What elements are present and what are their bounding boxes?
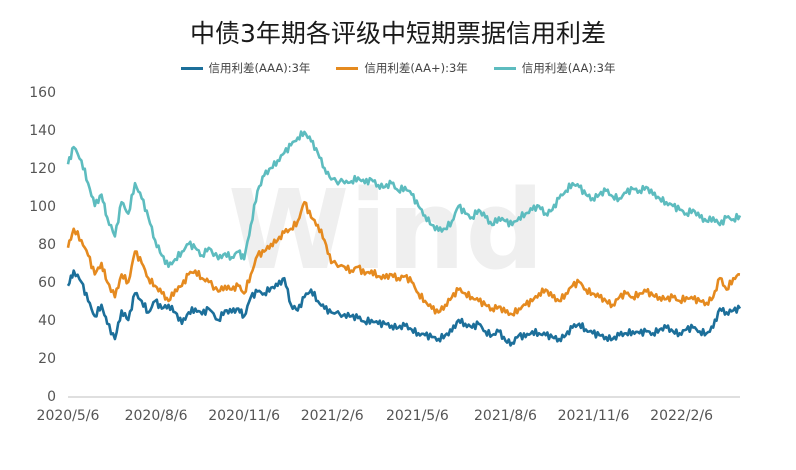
legend-item-aa: 信用利差(AA):3年 <box>493 60 616 76</box>
y-tick-label: 140 <box>29 123 56 139</box>
legend-label-aa: 信用利差(AA):3年 <box>521 61 616 75</box>
legend-swatch-aaa <box>180 66 203 70</box>
legend-swatch-aa-plus <box>336 66 359 70</box>
y-tick-label: 60 <box>38 275 56 291</box>
legend-label-aa-plus: 信用利差(AA+):3年 <box>364 61 468 75</box>
chart-legend: 信用利差(AAA):3年 信用利差(AA+):3年 信用利差(AA):3年 <box>0 60 796 76</box>
y-tick-label: 0 <box>47 389 56 405</box>
y-tick-label: 80 <box>38 237 56 253</box>
y-axis: 0 20 40 60 80 100 120 140 160 <box>29 85 56 405</box>
legend-swatch-aa <box>493 66 516 70</box>
y-tick-label: 20 <box>38 351 56 367</box>
y-tick-label: 40 <box>38 313 56 329</box>
x-tick-label: 2022/2/6 <box>650 408 713 424</box>
legend-item-aa-plus: 信用利差(AA+):3年 <box>336 60 468 76</box>
series-line-aaa <box>66 269 742 347</box>
legend-item-aaa: 信用利差(AAA):3年 <box>180 60 311 76</box>
x-tick-label: 2021/2/6 <box>301 408 364 424</box>
x-tick-label: 2021/11/6 <box>558 408 630 424</box>
x-tick-label: 2020/8/6 <box>125 408 188 424</box>
x-tick-label: 2020/5/6 <box>37 408 100 424</box>
x-tick-label: 2021/8/6 <box>474 408 537 424</box>
series-line-aa <box>66 130 742 269</box>
chart-title: 中债3年期各评级中短期票据信用利差 <box>190 19 606 48</box>
series-line-aa-plus <box>66 200 741 317</box>
series-layer <box>66 130 742 347</box>
x-axis: 2020/5/6 2020/8/6 2020/11/6 2021/2/6 2021/5/… <box>37 396 740 424</box>
x-tick-label: 2021/5/6 <box>386 408 449 424</box>
y-tick-label: 160 <box>29 85 56 101</box>
y-tick-label: 120 <box>29 161 56 177</box>
legend-label-aaa: 信用利差(AAA):3年 <box>208 61 311 75</box>
x-tick-label: 2020/11/6 <box>208 408 280 424</box>
y-tick-label: 100 <box>29 199 56 215</box>
